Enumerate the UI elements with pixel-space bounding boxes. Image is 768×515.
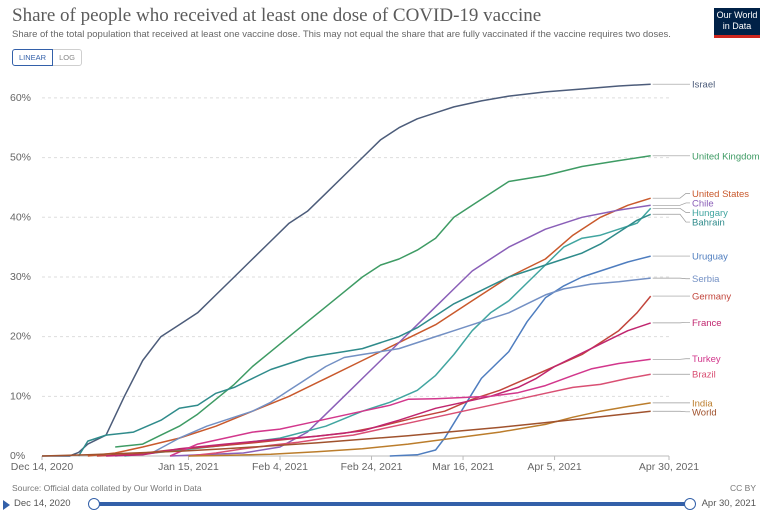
series-line-united-states: [87, 197, 651, 457]
x-tick-label: Apr 5, 2021: [527, 461, 581, 473]
series-label-connector: [652, 193, 690, 199]
timeline-start-label: Dec 14, 2020: [14, 498, 71, 509]
series-label-connector: [652, 321, 690, 324]
series-label-connector: [652, 202, 690, 206]
linear-scale-button[interactable]: LINEAR: [12, 49, 54, 66]
series-label: Israel: [692, 80, 715, 91]
timeline-end-label: Apr 30, 2021: [701, 498, 756, 509]
timeline-end-handle[interactable]: [684, 498, 696, 510]
x-tick-label: Feb 4, 2021: [252, 461, 308, 473]
series-line-israel: [42, 83, 651, 457]
series-label: World: [692, 407, 717, 418]
series-label: Uruguay: [692, 252, 728, 263]
series-line-world: [41, 410, 651, 457]
series-label-connector: [652, 207, 690, 213]
y-tick-label: 60%: [10, 92, 31, 104]
series-label: Turkey: [692, 354, 721, 365]
series-line-france: [106, 322, 651, 457]
chart-title: Share of people who received at least on…: [12, 5, 542, 26]
license-label[interactable]: CC BY: [730, 483, 756, 493]
series-line-serbia: [115, 277, 651, 457]
series-line-chile: [170, 204, 651, 457]
y-tick-label: 0%: [10, 450, 25, 462]
series-label: Brazil: [692, 370, 716, 381]
y-tick-label: 50%: [10, 152, 31, 164]
logo-line-2: in Data: [722, 21, 752, 31]
y-tick-label: 30%: [10, 271, 31, 283]
series-label-connector: [652, 277, 690, 280]
series-line-bahrain: [77, 213, 652, 457]
chart-subtitle: Share of the total population that recei…: [12, 29, 671, 40]
series-line-uruguay: [389, 255, 651, 457]
owid-logo[interactable]: Our World in Data: [714, 8, 760, 38]
log-scale-button[interactable]: LOG: [53, 49, 82, 66]
series-label: Hungary: [692, 208, 728, 219]
x-tick-label: Jan 15, 2021: [158, 461, 219, 473]
series-label: United Kingdom: [692, 151, 760, 162]
series-label: Chile: [692, 198, 714, 209]
series-label: France: [692, 318, 722, 329]
series-label: Germany: [692, 292, 731, 303]
x-tick-label: Dec 14, 2020: [11, 461, 74, 473]
x-tick-label: Mar 16, 2021: [432, 461, 494, 473]
series-label-connector: [652, 358, 690, 360]
logo-line-1: Our World: [716, 10, 758, 20]
line-chart: 0% 10% 20% 30% 40% 50% 60% Dec 14, 2020 Jan 15, …: [10, 80, 760, 473]
series-label: Serbia: [692, 274, 720, 285]
timeline-start-handle[interactable]: [88, 498, 100, 510]
timeline-slider: Dec 14, 2020 Apr 30, 2021: [0, 496, 768, 514]
series-label: United States: [692, 189, 749, 200]
x-tick-label: Apr 30, 2021: [639, 461, 699, 473]
series-line-germany: [96, 295, 652, 457]
series-line-turkey: [169, 358, 651, 457]
series-label-connector: [652, 410, 690, 413]
play-icon[interactable]: [3, 500, 10, 510]
series-line-united-kingdom: [115, 155, 651, 448]
series-label: Bahrain: [692, 218, 725, 229]
series-label: India: [692, 398, 713, 409]
series-line-hungary: [124, 207, 652, 457]
series-line-india: [188, 402, 651, 457]
x-tick-label: Feb 24, 2021: [341, 461, 403, 473]
timeline-track[interactable]: [93, 502, 689, 506]
series-label-connector: [652, 213, 690, 223]
scale-toggle: LINEAR LOG: [12, 49, 82, 66]
y-tick-label: 40%: [10, 211, 31, 223]
y-tick-label: 10%: [10, 390, 31, 402]
y-tick-label: 20%: [10, 331, 31, 343]
source-note[interactable]: Source: Official data collated by Our Wo…: [12, 483, 202, 493]
